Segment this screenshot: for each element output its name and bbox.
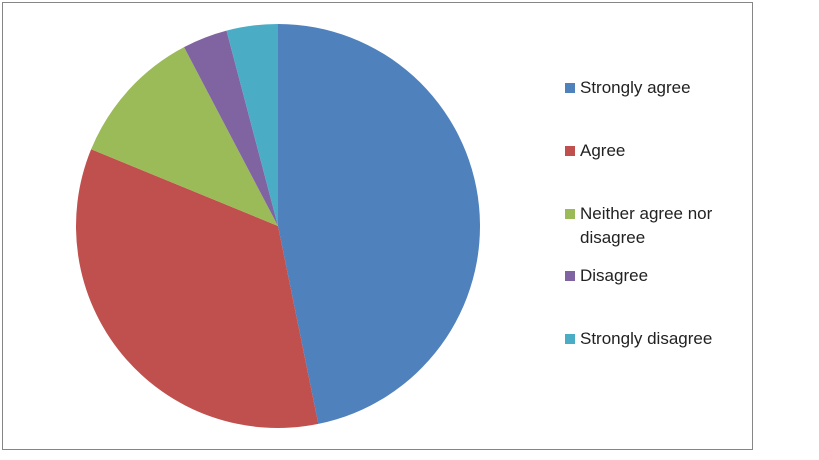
legend-swatch (565, 271, 575, 281)
pie-slice (226, 24, 278, 226)
pie-slice (75, 149, 319, 429)
pie-slice (91, 47, 279, 226)
legend-item: Agree (565, 139, 740, 163)
legend-label: Neither agree nor disagree (580, 204, 713, 247)
legend-swatch (565, 146, 575, 156)
legend-item: Neither agree nor disagree (565, 202, 740, 250)
legend-item: Disagree (565, 264, 740, 288)
legend-swatch (565, 334, 575, 344)
legend-item: Strongly agree (565, 76, 740, 100)
legend-label: Agree (580, 141, 626, 160)
legend-swatch (565, 209, 575, 219)
legend-label: Disagree (580, 266, 649, 285)
legend-label: Strongly agree (580, 78, 691, 97)
legend-label: Strongly disagree (580, 329, 713, 348)
legend-swatch (565, 83, 575, 93)
legend-item: Strongly disagree (565, 327, 740, 351)
pie-slice (278, 24, 480, 424)
pie (75, 24, 480, 429)
pie-slice (184, 30, 278, 227)
